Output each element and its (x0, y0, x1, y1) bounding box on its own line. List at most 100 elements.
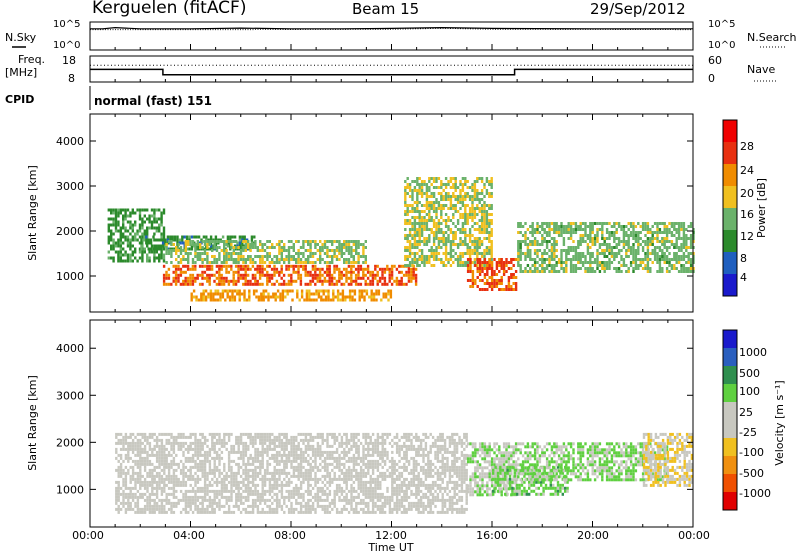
heatmap-cell (271, 453, 274, 457)
heatmap-cell (163, 456, 166, 460)
heatmap-cell (173, 235, 177, 239)
heatmap-cell (230, 267, 233, 271)
heatmap-cell (498, 270, 501, 273)
heatmap-cell (323, 504, 327, 508)
heatmap-cell (665, 246, 669, 249)
heatmap-cell (326, 435, 329, 439)
heatmap-cell (569, 234, 573, 237)
heatmap-cell (553, 228, 556, 231)
heatmap-cell (242, 477, 245, 481)
heatmap-cell (483, 207, 486, 210)
heatmap-cell (323, 276, 327, 280)
heatmap-cell (309, 447, 312, 451)
heatmap-cell (557, 225, 561, 228)
heatmap-cell (545, 225, 549, 228)
heatmap-cell (333, 489, 336, 493)
heatmap-cell (485, 252, 489, 255)
heatmap-cell (127, 459, 130, 463)
heatmap-cell (292, 474, 296, 478)
heatmap-cell (340, 441, 344, 445)
heatmap-cell (249, 258, 252, 261)
heatmap-cell (223, 441, 226, 445)
heatmap-cell (222, 279, 226, 283)
heatmap-cell (254, 273, 257, 277)
heatmap-cell (454, 183, 457, 186)
heatmap-cell (485, 222, 489, 225)
heatmap-cell (158, 465, 161, 469)
heatmap-cell (153, 468, 156, 472)
heatmap-cell (331, 477, 334, 481)
heatmap-cell (212, 298, 215, 302)
heatmap-cell (307, 504, 310, 508)
heatmap-cell (476, 213, 479, 216)
heatmap-cell (512, 288, 515, 291)
heatmap-cell (206, 489, 209, 493)
heatmap-cell (646, 228, 650, 231)
heatmap-cell (167, 453, 171, 457)
heatmap-cell (326, 261, 329, 264)
heatmap-cell (189, 501, 192, 505)
heatmap-cell (486, 264, 489, 267)
heatmap-cell (208, 462, 212, 466)
heatmap-cell (323, 474, 327, 478)
heatmap-cell (232, 450, 236, 454)
heatmap-cell (514, 270, 518, 273)
heatmap-cell (283, 471, 286, 475)
heatmap-cell (117, 250, 120, 254)
heatmap-cell (177, 441, 180, 445)
noise-panel: N.Sky 10^5 10^0 10^5 10^0 N.Search (5, 19, 797, 51)
heatmap-cell (328, 261, 331, 264)
heatmap-cell (248, 295, 251, 299)
heatmap-cell (500, 261, 503, 264)
heatmap-cell (244, 471, 248, 475)
heatmap-cell (591, 228, 594, 231)
heatmap-cell (605, 249, 609, 252)
heatmap-cell (416, 177, 419, 180)
heatmap-cell (536, 225, 539, 228)
heatmap-cell (485, 204, 489, 207)
heatmap-cell (524, 255, 527, 258)
heatmap-cell (261, 282, 264, 286)
heatmap-cell (420, 261, 424, 264)
heatmap-cell (167, 276, 171, 280)
heatmap-cell (432, 204, 436, 207)
heatmap-cell (196, 450, 200, 454)
heatmap-cell (170, 240, 173, 243)
heatmap-cell (172, 489, 176, 493)
heatmap-cell (490, 186, 493, 189)
heatmap-cell (292, 459, 296, 463)
heatmap-cell (182, 453, 185, 457)
heatmap-cell (160, 486, 164, 490)
heatmap-cell (131, 223, 134, 227)
heatmap-cell (584, 267, 587, 270)
heatmap-cell (163, 486, 166, 490)
heatmap-cell (338, 453, 341, 457)
heatmap-cell (548, 222, 551, 225)
heatmap-cell (232, 444, 236, 448)
heatmap-cell (466, 234, 469, 237)
heatmap-cell (548, 255, 551, 258)
heatmap-cell (170, 486, 173, 490)
heatmap-cell (646, 249, 650, 252)
heatmap-cell (242, 489, 245, 493)
heatmap-cell (490, 180, 493, 183)
heatmap-cell (321, 441, 324, 445)
heatmap-cell (134, 235, 137, 239)
heatmap-cell (304, 267, 307, 271)
heatmap-cell (615, 222, 618, 225)
heatmap-cell (204, 295, 208, 299)
heatmap-cell (146, 459, 149, 463)
heatmap-cell (225, 432, 228, 436)
heatmap-cell (155, 217, 158, 221)
heatmap-cell (228, 295, 232, 299)
heatmap-cell (191, 477, 195, 481)
heatmap-cell (151, 432, 154, 436)
heatmap-cell (545, 231, 549, 234)
heatmap-cell (189, 495, 192, 499)
heatmap-cell (464, 243, 467, 246)
heatmap-cell (326, 465, 329, 469)
heatmap-cell (237, 468, 240, 472)
heatmap-cell (206, 504, 209, 508)
heatmap-cell (490, 267, 494, 270)
heatmap-cell (685, 243, 688, 246)
